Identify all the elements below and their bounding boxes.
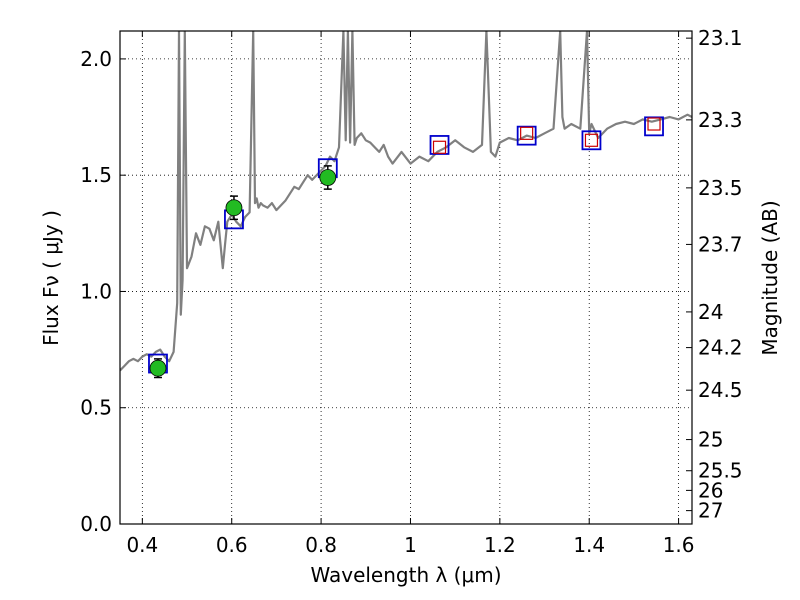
x-tick-label: 0.8 (305, 533, 337, 557)
model-photometry-point (429, 135, 450, 155)
y-tick-label: 0.5 (80, 396, 112, 420)
plot-markers (148, 116, 664, 379)
nir-photometry-point (432, 140, 447, 154)
magnitude-tick-label: 26 (698, 478, 723, 502)
x-tick-label: 0.6 (216, 533, 248, 557)
observed-photometry-point (319, 169, 337, 186)
x-tick-label: 0.4 (126, 533, 158, 557)
magnitude-tick-label: 25.5 (698, 459, 743, 483)
magnitude-tick-label: 23.5 (698, 176, 743, 200)
magnitude-tick-label: 23.3 (698, 108, 743, 132)
nir-photometry-point (520, 126, 534, 140)
y-axis-label: Flux Fν ( μJy ) (39, 210, 63, 346)
x-tick-label: 1.4 (573, 533, 605, 557)
y-tick-label: 0.0 (80, 512, 112, 536)
grid-lines (120, 31, 692, 525)
magnitude-tick-label: 24.5 (698, 378, 743, 402)
x-tick-label: 1 (404, 533, 417, 557)
magnitude-tick-label: 27 (698, 499, 723, 523)
model-photometry-point (644, 116, 664, 137)
magnitude-tick-label: 25 (698, 428, 723, 452)
x-tick-label: 1.6 (663, 533, 695, 557)
x-tick-label: 1.2 (484, 533, 516, 557)
model-photometry-point (516, 125, 537, 146)
nir-photometry-point (647, 117, 661, 131)
magnitude-tick-label: 24 (698, 300, 723, 324)
nir-photometry-point (584, 133, 599, 147)
plot-series (120, 31, 692, 372)
magnitude-tick-label: 23.7 (698, 232, 743, 256)
x-axis-label: Wavelength λ (μm) (310, 563, 501, 587)
plot-frame (119, 30, 693, 525)
x-axis-ticks: 0.4 0.6 0.8 1 1.2 1.4 1.6 (126, 31, 695, 557)
magnitude-tick-label: 23.1 (698, 26, 743, 50)
magnitude-tick-label: 24.2 (698, 336, 743, 360)
observed-photometry-point (149, 359, 167, 377)
spectrum-line (120, 31, 692, 372)
y-tick-label: 1.0 (80, 279, 112, 303)
y-axis-ticks: 0.0 0.5 1.0 1.5 2.0 (80, 47, 126, 536)
magnitude-axis-label: Magnitude (AB) (758, 200, 782, 355)
observed-photometry-point (225, 199, 243, 217)
y-tick-label: 1.5 (80, 163, 112, 187)
y-tick-label: 2.0 (80, 47, 112, 71)
model-photometry-point (581, 130, 602, 151)
